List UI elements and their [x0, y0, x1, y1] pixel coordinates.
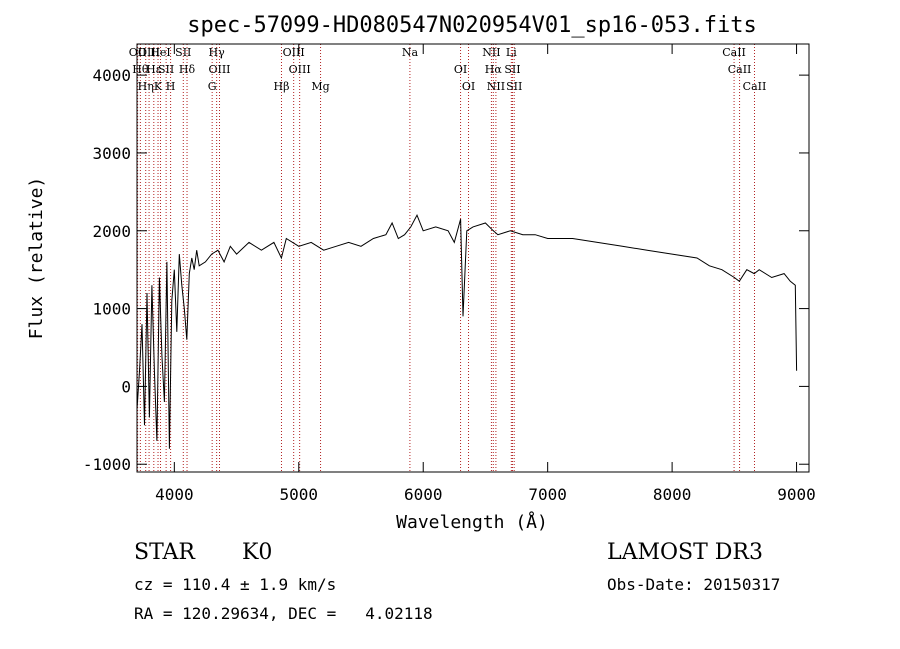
y-axis-label: Flux (relative) — [26, 177, 47, 340]
marker-label: OIII — [283, 46, 305, 59]
marker-label: CaII — [728, 63, 752, 76]
x-tick-label: 6000 — [404, 485, 443, 504]
x-tick-label: 8000 — [653, 485, 692, 504]
y-tick-label: 4000 — [92, 66, 131, 85]
marker-label: CaII — [722, 46, 746, 59]
x-tick-label: 5000 — [280, 485, 319, 504]
marker-label: NII — [487, 80, 505, 93]
marker-label: OIII — [138, 46, 160, 59]
x-axis: 4000 5000 6000 7000 8000 9000 — [155, 44, 816, 504]
marker-labels: OII Hθ Hη OIII Hε K HeI SII H SII Hδ G Hγ OIII Hβ OIII O… — [129, 46, 767, 93]
x-axis-label: Wavelength (Å) — [396, 511, 548, 533]
marker-label: Li — [506, 46, 517, 59]
marker-label: SII — [504, 63, 520, 76]
marker-label: Hε — [146, 63, 162, 76]
marker-label: OIII — [208, 63, 230, 76]
ra-dec: RA = 120.29634, DEC = 4.02118 — [134, 604, 433, 623]
spectrum-chart: spec-57099-HD080547N020954V01_sp16-053.f… — [26, 13, 816, 533]
marker-label: H — [166, 80, 176, 93]
redshift-cz: cz = 110.4 ± 1.9 km/s — [134, 575, 337, 594]
marker-label: OII — [129, 46, 147, 59]
marker-label: Hγ — [209, 46, 226, 59]
x-tick-label: 4000 — [155, 485, 194, 504]
survey-name: LAMOST DR3 — [607, 540, 763, 565]
y-axis: -1000 0 1000 2000 3000 4000 — [83, 66, 809, 474]
marker-label: K — [154, 80, 163, 93]
plot-frame — [136, 43, 810, 473]
marker-label: Hη — [138, 80, 154, 93]
y-tick-label: 3000 — [92, 144, 131, 163]
marker-label: OIII — [289, 63, 311, 76]
y-tick-label: -1000 — [83, 455, 131, 474]
object-subclass: K0 — [242, 540, 273, 565]
x-tick-label: 7000 — [528, 485, 567, 504]
marker-label: SII — [158, 63, 174, 76]
marker-label: Hα — [485, 63, 503, 76]
marker-label: OI — [462, 80, 475, 93]
marker-label: Hθ — [132, 63, 149, 76]
x-tick-label: 9000 — [777, 485, 816, 504]
marker-label: Na — [402, 46, 419, 59]
marker-label: NII — [482, 46, 500, 59]
y-tick-label: 0 — [121, 377, 131, 396]
obs-date: Obs-Date: 20150317 — [607, 575, 781, 594]
marker-label: SII — [506, 80, 522, 93]
chart-title: spec-57099-HD080547N020954V01_sp16-053.f… — [187, 13, 757, 38]
y-tick-label: 1000 — [92, 300, 131, 319]
marker-label: CaII — [743, 80, 767, 93]
marker-label: Hβ — [274, 80, 290, 93]
marker-label: Mg — [311, 80, 329, 93]
marker-label: G — [208, 80, 217, 93]
marker-label: Hδ — [179, 63, 196, 76]
marker-lines — [137, 44, 755, 472]
object-class: STAR — [134, 540, 195, 565]
spectrum-line — [136, 214, 798, 449]
marker-label: HeI — [150, 46, 170, 59]
marker-label: SII — [175, 46, 191, 59]
marker-label: OI — [454, 63, 467, 76]
y-tick-label: 2000 — [92, 222, 131, 241]
